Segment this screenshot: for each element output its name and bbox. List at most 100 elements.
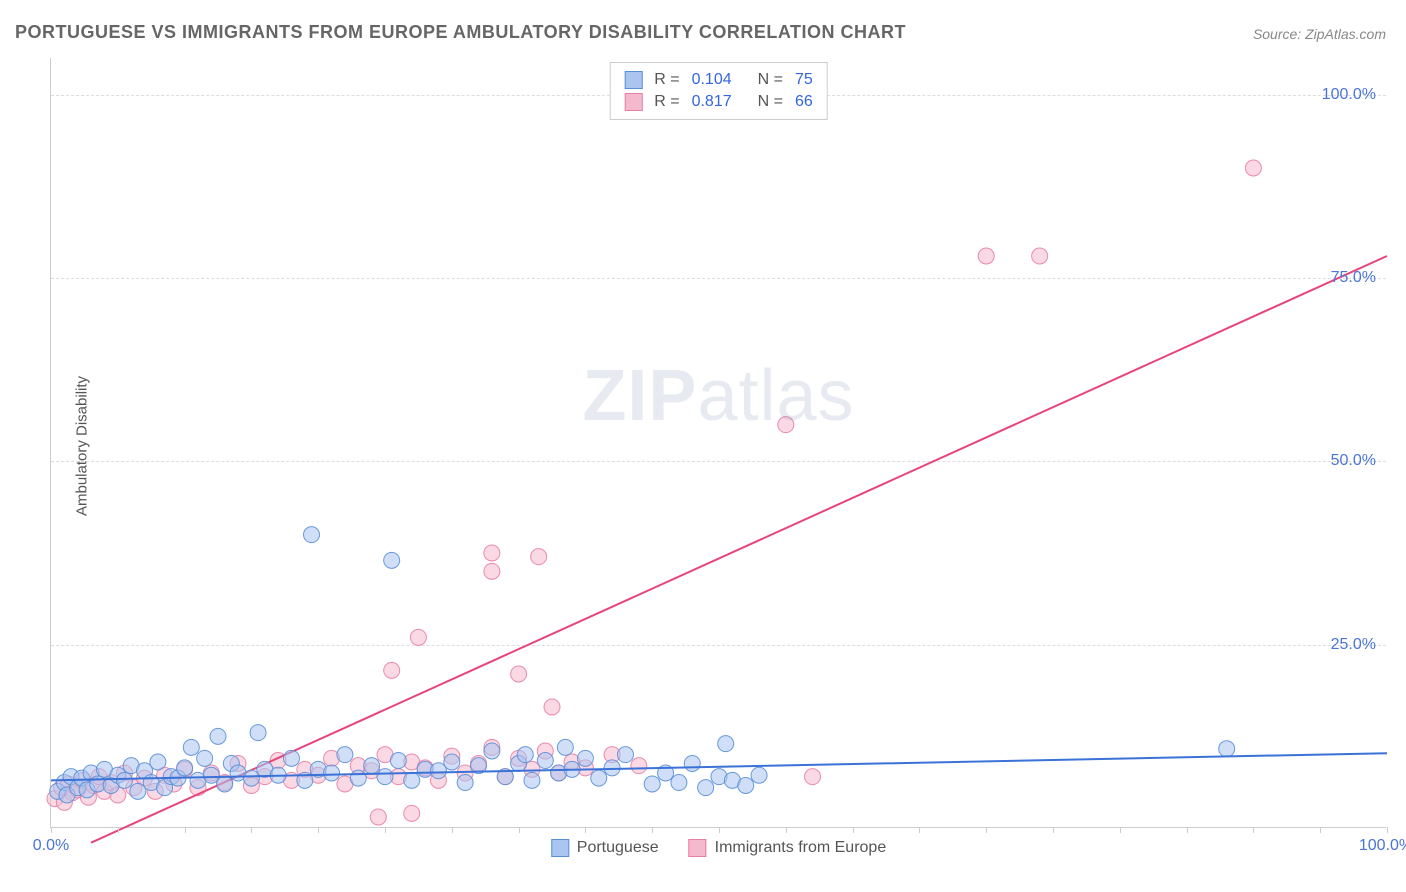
x-tick-label-max: 100.0%: [1359, 837, 1406, 855]
x-tick: [1120, 827, 1121, 833]
x-tick: [1187, 827, 1188, 833]
scatter-point-portuguese: [644, 776, 660, 792]
scatter-point-portuguese: [537, 753, 553, 769]
x-tick: [385, 827, 386, 833]
scatter-point-immigrants: [484, 545, 500, 561]
scatter-point-portuguese: [404, 772, 420, 788]
scatter-point-portuguese: [444, 754, 460, 770]
x-tick: [853, 827, 854, 833]
legend-item-portuguese: Portuguese: [551, 839, 659, 857]
legend-swatch-portuguese: [624, 71, 642, 89]
r-label: R =: [654, 71, 679, 89]
x-tick: [251, 827, 252, 833]
scatter-point-portuguese: [524, 772, 540, 788]
r-value-immigrants: 0.817: [692, 93, 732, 111]
scatter-point-portuguese: [337, 747, 353, 763]
source-label: Source: ZipAtlas.com: [1253, 26, 1386, 42]
scatter-point-immigrants: [531, 549, 547, 565]
x-tick: [1053, 827, 1054, 833]
scatter-point-portuguese: [684, 755, 700, 771]
scatter-point-portuguese: [197, 750, 213, 766]
r-value-portuguese: 0.104: [692, 71, 732, 89]
x-tick-label-min: 0.0%: [33, 837, 69, 855]
legend-label-immigrants: Immigrants from Europe: [715, 839, 887, 857]
scatter-point-portuguese: [738, 777, 754, 793]
scatter-point-portuguese: [517, 747, 533, 763]
scatter-point-portuguese: [250, 725, 266, 741]
scatter-point-portuguese: [150, 754, 166, 770]
scatter-point-immigrants: [1032, 248, 1048, 264]
scatter-point-portuguese: [210, 728, 226, 744]
x-tick: [1320, 827, 1321, 833]
legend-item-immigrants: Immigrants from Europe: [689, 839, 887, 857]
scatter-point-portuguese: [591, 770, 607, 786]
y-tick-label: 50.0%: [1331, 452, 1376, 470]
scatter-point-portuguese: [324, 765, 340, 781]
scatter-point-immigrants: [370, 809, 386, 825]
scatter-point-portuguese: [617, 747, 633, 763]
legend-stats-row-portuguese: R = 0.104 N = 75: [624, 69, 813, 91]
legend-stats-row-immigrants: R = 0.817 N = 66: [624, 91, 813, 113]
scatter-point-portuguese: [557, 739, 573, 755]
scatter-point-portuguese: [177, 760, 193, 776]
scatter-point-portuguese: [1219, 741, 1235, 757]
n-value-portuguese: 75: [795, 71, 813, 89]
scatter-point-portuguese: [718, 736, 734, 752]
y-tick-label: 75.0%: [1331, 269, 1376, 287]
x-tick: [986, 827, 987, 833]
scatter-point-portuguese: [577, 750, 593, 766]
scatter-point-portuguese: [390, 753, 406, 769]
x-tick: [652, 827, 653, 833]
scatter-point-immigrants: [384, 662, 400, 678]
scatter-point-portuguese: [377, 769, 393, 785]
scatter-point-portuguese: [671, 775, 687, 791]
scatter-point-immigrants: [631, 758, 647, 774]
legend-label-portuguese: Portuguese: [577, 839, 659, 857]
legend-swatch-immigrants: [624, 93, 642, 111]
x-tick: [519, 827, 520, 833]
x-tick: [1253, 827, 1254, 833]
legend-swatch-portuguese: [551, 839, 569, 857]
x-tick: [318, 827, 319, 833]
y-tick-label: 100.0%: [1322, 86, 1376, 104]
y-tick-label: 25.0%: [1331, 636, 1376, 654]
scatter-point-portuguese: [698, 780, 714, 796]
x-tick: [452, 827, 453, 833]
scatter-point-immigrants: [484, 563, 500, 579]
scatter-point-portuguese: [350, 770, 366, 786]
n-value-immigrants: 66: [795, 93, 813, 111]
scatter-point-immigrants: [511, 666, 527, 682]
scatter-point-portuguese: [751, 767, 767, 783]
scatter-point-portuguese: [283, 750, 299, 766]
scatter-point-portuguese: [457, 775, 473, 791]
x-tick: [919, 827, 920, 833]
n-label: N =: [758, 71, 783, 89]
scatter-point-immigrants: [410, 629, 426, 645]
legend-series: Portuguese Immigrants from Europe: [551, 839, 886, 857]
scatter-point-portuguese: [484, 743, 500, 759]
chart-title: PORTUGUESE VS IMMIGRANTS FROM EUROPE AMB…: [15, 22, 906, 43]
scatter-point-immigrants: [404, 805, 420, 821]
scatter-point-portuguese: [364, 758, 380, 774]
scatter-point-portuguese: [217, 776, 233, 792]
x-tick: [118, 827, 119, 833]
plot-area: ZIPatlas R = 0.104 N = 75 R = 0.817 N = …: [50, 58, 1386, 828]
n-label: N =: [758, 93, 783, 111]
chart-svg: [51, 58, 1386, 827]
scatter-point-immigrants: [544, 699, 560, 715]
x-tick: [1387, 827, 1388, 833]
scatter-point-immigrants: [978, 248, 994, 264]
legend-stats: R = 0.104 N = 75 R = 0.817 N = 66: [609, 62, 828, 120]
scatter-point-portuguese: [116, 772, 132, 788]
r-label: R =: [654, 93, 679, 111]
scatter-point-portuguese: [304, 527, 320, 543]
legend-swatch-immigrants: [689, 839, 707, 857]
scatter-point-portuguese: [384, 552, 400, 568]
scatter-point-immigrants: [778, 417, 794, 433]
x-tick: [786, 827, 787, 833]
x-tick: [585, 827, 586, 833]
x-tick: [51, 827, 52, 833]
scatter-point-immigrants: [805, 769, 821, 785]
x-tick: [185, 827, 186, 833]
scatter-point-immigrants: [1245, 160, 1261, 176]
